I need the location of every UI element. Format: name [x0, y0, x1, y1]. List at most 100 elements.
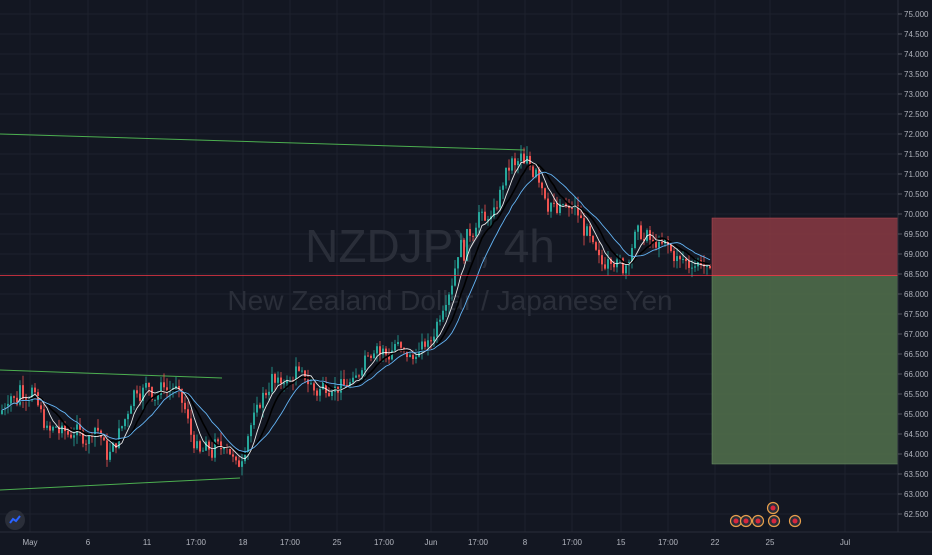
candle-body: [391, 350, 393, 360]
y-tick-label: 66.500: [904, 350, 929, 359]
candle-body: [445, 304, 447, 311]
candle-body: [358, 375, 360, 377]
candle-body: [448, 294, 450, 305]
candle-body: [691, 267, 693, 269]
candle-body: [634, 231, 636, 249]
candle-body: [346, 385, 348, 387]
ma-fast-line: [1, 159, 711, 460]
candle-body: [277, 377, 279, 383]
candle-body: [175, 385, 177, 389]
y-tick-label: 63.000: [904, 490, 929, 499]
position-tool[interactable]: [711, 217, 899, 465]
candle-body: [139, 393, 141, 401]
candle-body: [97, 427, 99, 431]
candle-body: [259, 404, 261, 408]
x-tick-label: Jun: [425, 538, 438, 547]
candle-body: [22, 385, 24, 399]
candle-body: [64, 425, 66, 432]
candle-body: [550, 202, 552, 212]
candle-body: [673, 251, 675, 262]
candle-body: [322, 381, 324, 390]
candle-body: [613, 263, 615, 268]
y-tick-label: 75.000: [904, 10, 929, 19]
ma-black-line: [1, 163, 711, 455]
candle-body: [340, 379, 342, 393]
x-tick-label: 17:00: [658, 538, 679, 547]
y-tick-label: 63.500: [904, 470, 929, 479]
y-tick-label: 66.000: [904, 370, 929, 379]
candle-body: [466, 229, 468, 261]
candle-body: [535, 169, 537, 177]
candle-body: [154, 399, 156, 401]
y-tick-label: 70.500: [904, 190, 929, 199]
candle-body: [640, 225, 642, 240]
y-tick-label: 74.500: [904, 30, 929, 39]
candle-body: [469, 229, 471, 236]
candle-body: [115, 443, 117, 448]
candle-body: [298, 366, 300, 371]
x-tick-label: 11: [143, 538, 152, 547]
candle-body: [478, 212, 480, 228]
candle-body: [31, 387, 33, 401]
candle-body: [1, 410, 3, 414]
candle-body: [436, 321, 438, 337]
x-tick-label: 8: [523, 538, 528, 547]
y-tick-label: 71.500: [904, 150, 929, 159]
y-tick-label: 74.000: [904, 50, 929, 59]
candle-body: [682, 258, 684, 260]
candle-body: [85, 443, 87, 445]
candle-body: [406, 350, 408, 358]
candle-body: [238, 460, 240, 467]
candle-body: [457, 257, 459, 269]
x-tick-label: 25: [766, 538, 775, 547]
x-tick-label: 22: [711, 538, 720, 547]
candle-body: [400, 342, 402, 348]
candle-body: [451, 285, 453, 295]
tradingview-logo-icon[interactable]: [5, 510, 25, 530]
y-tick-label: 73.000: [904, 90, 929, 99]
candle-body: [49, 425, 51, 431]
candle-body: [247, 436, 249, 453]
candle-body: [163, 382, 165, 388]
event-markers[interactable]: [729, 501, 802, 528]
moving-averages: [1, 159, 711, 460]
event-flag-icon: [770, 505, 776, 511]
candle-body: [166, 387, 168, 392]
y-axis[interactable]: 75.000 74.500 74.000 73.500 73.000 72.500 72.0…: [897, 0, 932, 550]
candle-body: [229, 448, 231, 455]
candle-body: [385, 348, 387, 355]
candle-body: [424, 341, 426, 347]
x-axis[interactable]: May 6 11 17:00 18 17:00 25 17:00 Jun 17:00 8 17:00 1…: [0, 531, 932, 550]
y-tick-label: 69.500: [904, 230, 929, 239]
candle-body: [595, 242, 597, 250]
candle-body: [286, 380, 288, 384]
candle-body: [661, 241, 663, 244]
candle-body: [301, 370, 303, 372]
take-profit-zone: [711, 275, 899, 465]
trendlines[interactable]: [0, 133, 526, 491]
candle-body: [151, 386, 153, 400]
candle-body: [568, 206, 570, 208]
candle-body: [70, 434, 72, 438]
candle-body: [643, 239, 645, 241]
candle-body: [376, 346, 378, 354]
candle-body: [109, 451, 111, 460]
candle-body: [532, 166, 534, 177]
candle-body: [496, 207, 498, 209]
candle-body: [379, 346, 381, 355]
candle-body: [232, 454, 234, 457]
candle-body: [571, 207, 573, 209]
y-tick-label: 67.000: [904, 330, 929, 339]
candle-body: [418, 350, 420, 357]
candle-body: [43, 409, 45, 428]
x-tick-label: 6: [86, 538, 91, 547]
candle-body: [223, 447, 225, 450]
candle-body: [208, 441, 210, 450]
x-tick-label: 17:00: [280, 538, 301, 547]
candle-body: [427, 340, 429, 347]
candle-body: [106, 440, 108, 460]
candle-body: [325, 381, 327, 393]
candle-body: [415, 356, 417, 360]
